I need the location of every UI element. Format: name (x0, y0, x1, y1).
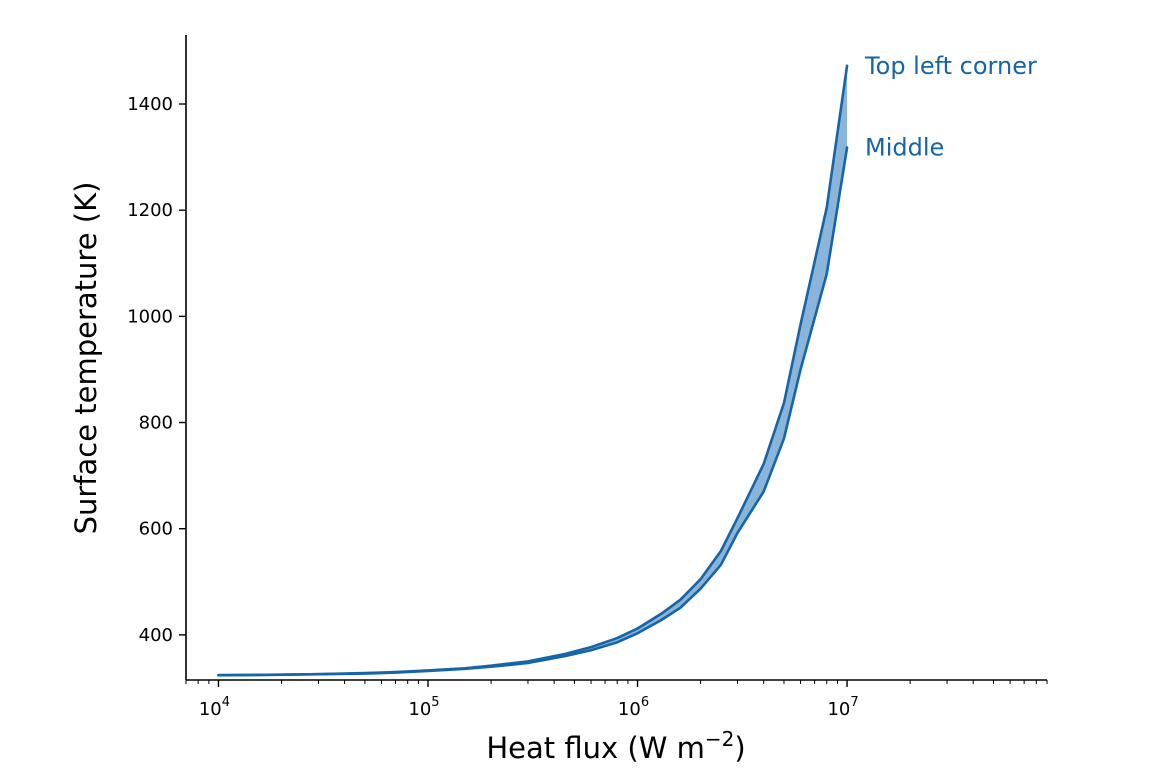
series-label-top-left-corner: Top left corner (864, 52, 1037, 80)
y-tick-label: 1200 (127, 200, 173, 221)
x-tick-label: 104 (199, 695, 230, 720)
y-tick-label: 1400 (127, 94, 173, 115)
series-lines-layer (217, 64, 849, 677)
ticks-layer: 400 600 800 1000 1200 1400 104 105 106 107 (127, 94, 1048, 720)
x-axis-title: Heat flux (W m−2) (486, 727, 745, 765)
series-line-middle (217, 146, 849, 677)
series-label-middle: Middle (865, 134, 944, 162)
x-axis-title-suffix: ) (734, 731, 745, 765)
confidence-band-layer (218, 65, 848, 676)
x-axis-title-exponent: −2 (705, 727, 734, 751)
y-tick-label: 800 (139, 413, 173, 434)
x-tick-label: 105 (408, 695, 439, 720)
x-tick-label: 107 (827, 695, 858, 720)
x-tick-label: 106 (618, 695, 649, 720)
series-labels-layer: Top left corner Middle (864, 52, 1037, 162)
axes-layer (185, 35, 1047, 681)
band-between-series (218, 65, 848, 676)
series-line-top-left-corner (217, 64, 849, 677)
y-axis-title: Surface temperature (K) (69, 182, 103, 535)
y-tick-label: 1000 (127, 306, 173, 327)
y-tick-label: 400 (139, 625, 173, 646)
y-tick-label: 600 (139, 519, 173, 540)
